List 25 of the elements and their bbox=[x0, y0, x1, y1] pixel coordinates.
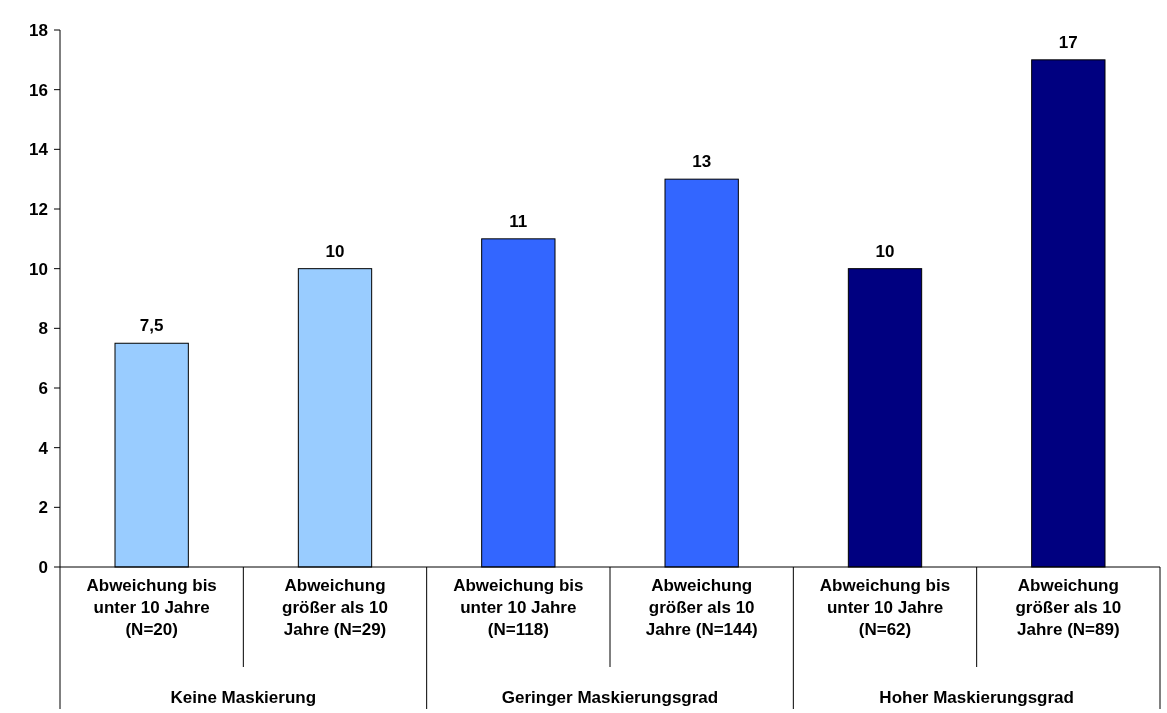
x-tick-label: Abweichung bis unter 10 Jahre (N=20) bbox=[86, 576, 217, 639]
data-label: 7,5 bbox=[139, 316, 164, 336]
data-label: 17 bbox=[1058, 32, 1078, 52]
data-label: 10 bbox=[875, 241, 895, 261]
y-tick-label: 4 bbox=[38, 438, 49, 458]
y-tick-label: 8 bbox=[38, 319, 48, 339]
text: Geringer Maskierungsgrad bbox=[501, 688, 719, 707]
y-tick-label: 14 bbox=[29, 140, 49, 160]
y-tick-label: 0 bbox=[38, 557, 48, 577]
data-label: 13 bbox=[692, 152, 712, 172]
data-label: 11 bbox=[509, 211, 528, 231]
y-tick-label: 10 bbox=[29, 259, 48, 279]
text: Keine Maskierung bbox=[170, 688, 317, 707]
x-tick-label: Abweichung größer als 10 Jahre (N=29) bbox=[282, 576, 388, 639]
x-tick-label: Abweichung größer als 10 Jahre (N=89) bbox=[1015, 576, 1122, 639]
x-tick-label: Abweichung bis unter 10 Jahre (N=62) bbox=[819, 576, 951, 639]
data-label: 10 bbox=[325, 241, 345, 261]
y-tick-label: 2 bbox=[38, 498, 48, 518]
text: Hoher Maskierungsgrad bbox=[879, 688, 1074, 707]
y-tick-label: 12 bbox=[29, 199, 48, 219]
x-tick-label: Abweichung bis unter 10 Jahre (N=118) bbox=[453, 576, 584, 639]
y-tick-label: 6 bbox=[38, 378, 48, 398]
y-tick-label: 18 bbox=[29, 20, 48, 40]
x-tick-label: Abweichung größer als 10 Jahre (N=144) bbox=[645, 576, 758, 639]
y-tick-label: 16 bbox=[29, 80, 48, 100]
